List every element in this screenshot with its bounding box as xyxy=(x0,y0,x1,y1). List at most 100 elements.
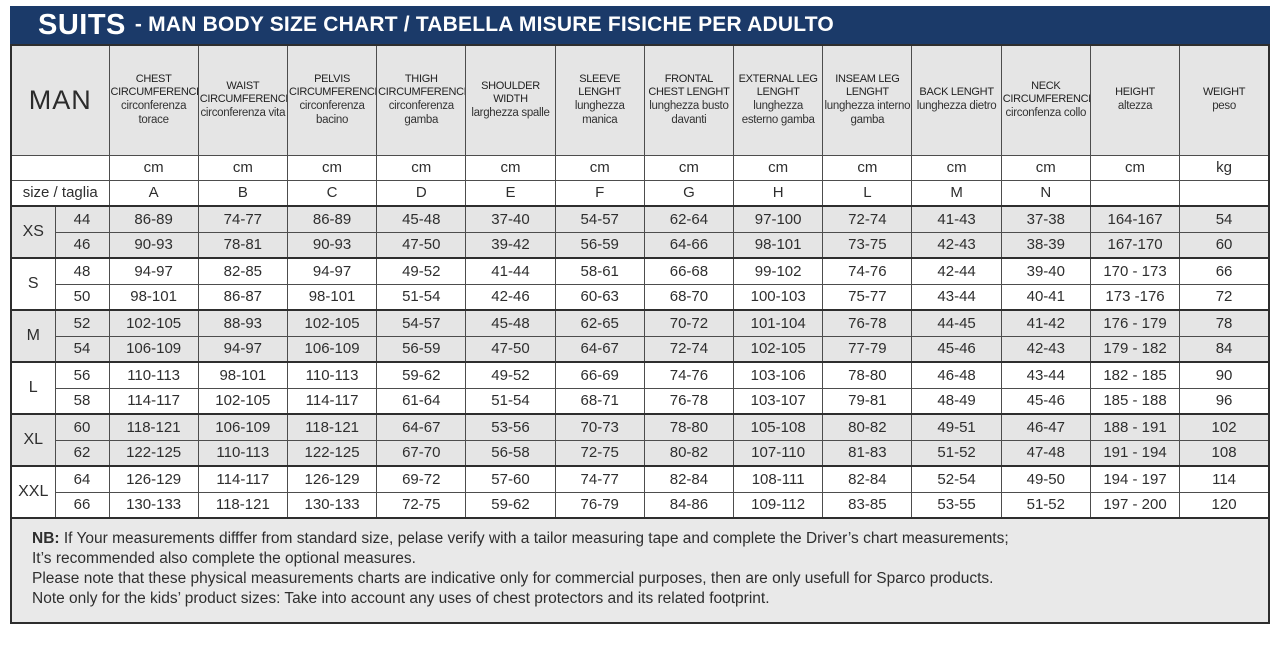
unit-cell: cm xyxy=(465,154,556,181)
measurement-cell: 126-129 xyxy=(108,465,199,493)
measurement-cell: 72 xyxy=(1179,283,1270,311)
measurement-cell: 78 xyxy=(1179,309,1270,337)
size-number: 66 xyxy=(54,491,110,519)
measurement-cell: 102 xyxy=(1179,413,1270,441)
measurement-cell: 182 - 185 xyxy=(1089,361,1181,389)
column-header: EXTERNAL LEG LENGHT lunghezza esterno gam… xyxy=(733,44,824,156)
measurement-cell: 43-44 xyxy=(1000,361,1091,389)
measurement-cell: 76-78 xyxy=(643,387,735,415)
measurement-cell: 76-79 xyxy=(554,491,645,519)
unit-cell: cm xyxy=(108,154,199,181)
units-row: cm cm cm cm cm cm cm cm cm cm cm cm kg xyxy=(10,154,1270,181)
measurement-cell: 170 - 173 xyxy=(1089,257,1181,285)
measurement-cell: 122-125 xyxy=(286,439,378,467)
measurement-cell: 67-70 xyxy=(376,439,467,467)
measurement-cell: 114 xyxy=(1179,465,1270,493)
measurement-cell: 37-40 xyxy=(465,205,556,233)
unit-cell: cm xyxy=(286,154,378,181)
nb-label: NB: xyxy=(32,530,60,547)
measurement-cell: 45-48 xyxy=(376,205,467,233)
unit-cell: cm xyxy=(822,154,913,181)
measurement-cell: 108-111 xyxy=(733,465,824,493)
measurement-cell: 40-41 xyxy=(1000,283,1091,311)
unit-cell: cm xyxy=(643,154,735,181)
measurement-cell: 39-40 xyxy=(1000,257,1091,285)
size-number: 46 xyxy=(54,231,110,259)
measurement-cell: 51-52 xyxy=(1000,491,1091,519)
table-row: 54 106-109 94-97 106-109 56-59 47-50 64-67 72-7… xyxy=(11,335,1270,363)
measurement-cell: 86-89 xyxy=(286,205,378,233)
measurement-cell: 86-89 xyxy=(108,205,199,233)
measurement-cell: 80-82 xyxy=(822,413,913,441)
unit-cell: cm xyxy=(197,154,288,181)
measurement-cell: 167-170 xyxy=(1089,231,1181,259)
measurement-cell: 56-59 xyxy=(554,231,645,259)
column-name-en: WEIGHT xyxy=(1202,86,1246,99)
measurement-cell: 98-101 xyxy=(108,283,199,311)
size-number: 64 xyxy=(54,465,110,493)
unit-cell: kg xyxy=(1179,154,1270,181)
measurement-cell: 90-93 xyxy=(286,231,378,259)
table-row: 66 130-133 118-121 130-133 72-75 59-62 76-79 84… xyxy=(11,491,1270,519)
unit-cell: cm xyxy=(376,154,467,181)
measurement-cell: 46-47 xyxy=(1000,413,1091,441)
measurement-cell: 42-43 xyxy=(1000,335,1091,363)
measurement-cell: 194 - 197 xyxy=(1089,465,1181,493)
measurement-cell: 72-75 xyxy=(554,439,645,467)
column-header: THIGH CIRCUMFERENCE circonferenza gamba xyxy=(376,44,467,156)
measurement-cell: 58-61 xyxy=(554,257,645,285)
size-group-label: XL xyxy=(10,413,56,467)
measurement-cell: 110-113 xyxy=(197,439,288,467)
unit-cell: cm xyxy=(911,154,1002,181)
column-name-en: EXTERNAL LEG LENGHT xyxy=(738,73,818,99)
letter-cell: G xyxy=(643,179,735,207)
column-name-en: WAIST CIRCUMFERENCE xyxy=(199,80,288,105)
measurement-cell: 45-46 xyxy=(911,335,1002,363)
size-group-label: L xyxy=(10,361,56,415)
measurement-cell: 81-83 xyxy=(822,439,913,467)
measurement-cell: 130-133 xyxy=(286,491,378,519)
size-number: 52 xyxy=(54,309,110,337)
measurement-cell: 90 xyxy=(1179,361,1270,389)
measurement-cell: 48-49 xyxy=(911,387,1002,415)
measurement-cell: 43-44 xyxy=(911,283,1002,311)
measurement-cell: 106-109 xyxy=(108,335,199,363)
measurement-cell: 70-72 xyxy=(643,309,735,337)
measurement-cell: 78-81 xyxy=(197,231,288,259)
notes: NB: If Your measurements difffer from st… xyxy=(10,519,1270,624)
measurement-cell: 185 - 188 xyxy=(1089,387,1181,415)
measurement-cell: 56-58 xyxy=(465,439,556,467)
size-group-label: XS xyxy=(10,205,56,259)
column-header-row: MAN CHEST CIRCUMFERENCE circonferenza tor… xyxy=(10,44,1270,156)
measurement-cell: 64-66 xyxy=(643,231,735,259)
size-group-label: XXL xyxy=(10,465,56,519)
measurement-cell: 41-44 xyxy=(465,257,556,285)
measurement-cell: 114-117 xyxy=(286,387,378,415)
column-name-it: circonferenza bacino xyxy=(299,100,365,126)
measurement-cell: 69-72 xyxy=(376,465,467,493)
note-line: NB: If Your measurements difffer from st… xyxy=(32,529,1248,549)
note-line-2: It’s recommended also complete the optio… xyxy=(32,550,416,568)
size-number: 62 xyxy=(54,439,110,467)
measurement-cell: 51-54 xyxy=(376,283,467,311)
measurement-cell: 103-107 xyxy=(733,387,824,415)
measurement-cell: 191 - 194 xyxy=(1089,439,1181,467)
measurement-cell: 59-62 xyxy=(465,491,556,519)
measurement-cell: 42-44 xyxy=(911,257,1002,285)
note-line-1: If Your measurements difffer from standa… xyxy=(59,530,1009,547)
measurement-cell: 56-59 xyxy=(376,335,467,363)
measurement-cell: 37-38 xyxy=(1000,205,1091,233)
column-name-it: peso xyxy=(1212,100,1236,113)
measurement-cell: 102-105 xyxy=(733,335,824,363)
column-header: BACK LENGHT lunghezza dietro xyxy=(911,44,1002,156)
measurement-cell: 98-101 xyxy=(286,283,378,311)
measurement-cell: 46-48 xyxy=(911,361,1002,389)
measurement-cell: 74-77 xyxy=(554,465,645,493)
measurement-cell: 74-76 xyxy=(822,257,913,285)
size-group-label: M xyxy=(10,309,56,363)
measurement-cell: 120 xyxy=(1179,491,1270,519)
measurement-cell: 57-60 xyxy=(465,465,556,493)
measurement-cell: 102-105 xyxy=(108,309,199,337)
column-name-en: SHOULDER WIDTH xyxy=(481,80,540,105)
size-group-label: S xyxy=(10,257,56,311)
